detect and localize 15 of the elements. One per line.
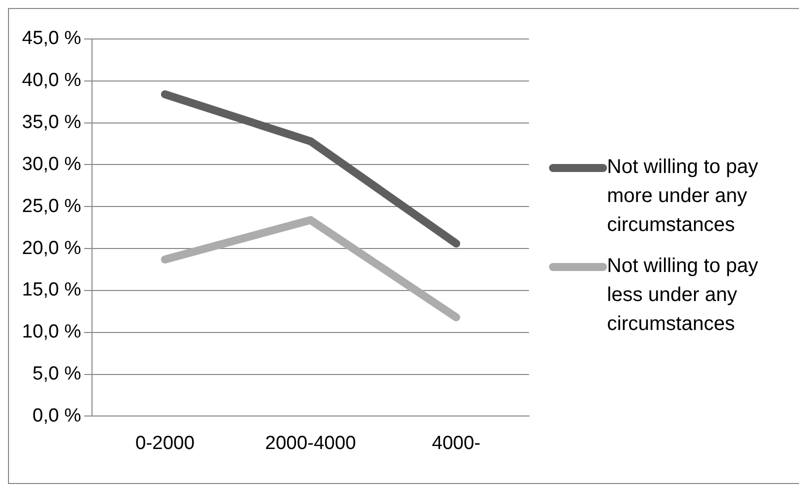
y-tick-label: 15,0 % bbox=[22, 280, 82, 301]
y-tick-label: 30,0 % bbox=[22, 154, 82, 175]
legend-label: Not willing to pay less under any circumstances bbox=[607, 254, 760, 337]
y-tick-label: 5,0 % bbox=[32, 364, 82, 385]
y-tick-label: 10,0 % bbox=[22, 322, 82, 343]
x-tick-label: 4000- bbox=[432, 432, 480, 454]
y-tick-label: 40,0 % bbox=[22, 70, 82, 92]
y-tick-label: 45,0 % bbox=[22, 28, 82, 50]
y-tick-label: 35,0 % bbox=[22, 112, 82, 134]
x-tick-label: 0-2000 bbox=[135, 432, 195, 454]
x-tick-label: 2000-4000 bbox=[265, 432, 356, 454]
y-tick-label: 20,0 % bbox=[22, 238, 82, 259]
y-tick-label: 0,0 % bbox=[32, 405, 82, 426]
legend-label: Not willing to pay more under any circumstances bbox=[607, 155, 760, 238]
y-tick-label: 25,0 % bbox=[22, 196, 82, 217]
